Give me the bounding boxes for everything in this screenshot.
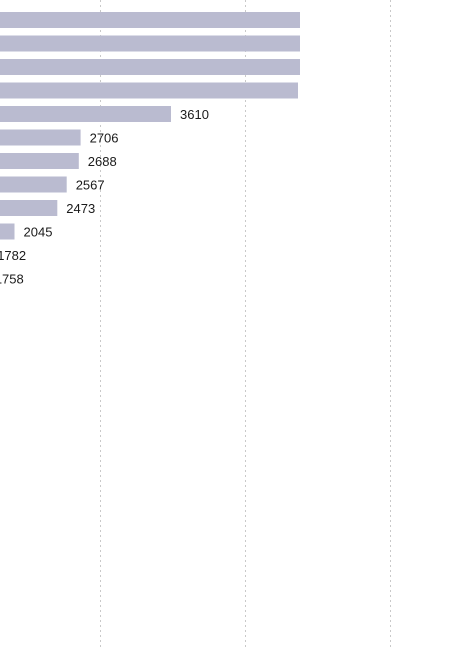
bar-value-label: 3610 — [180, 107, 209, 122]
bar — [0, 106, 171, 122]
bar-value-label: 2688 — [88, 154, 117, 169]
bar — [0, 200, 58, 216]
bars — [0, 12, 300, 240]
bar — [0, 12, 300, 28]
bar — [0, 82, 298, 99]
bar — [0, 176, 67, 193]
bar — [0, 223, 15, 240]
bar-value-label: 2473 — [66, 201, 95, 216]
bar-value-label: 2045 — [24, 225, 53, 240]
bar — [0, 129, 81, 146]
bar-value-label: 2567 — [76, 178, 105, 193]
gridlines — [100, 0, 391, 650]
bar — [0, 59, 300, 75]
bar-value-label: 1758 — [0, 272, 24, 287]
bar — [0, 35, 300, 52]
value-labels: 3610270626882567247320451782175813061110… — [0, 107, 209, 287]
bar-value-label: 2706 — [90, 131, 119, 146]
bar-value-label: 1782 — [0, 248, 26, 263]
bar — [0, 153, 79, 169]
